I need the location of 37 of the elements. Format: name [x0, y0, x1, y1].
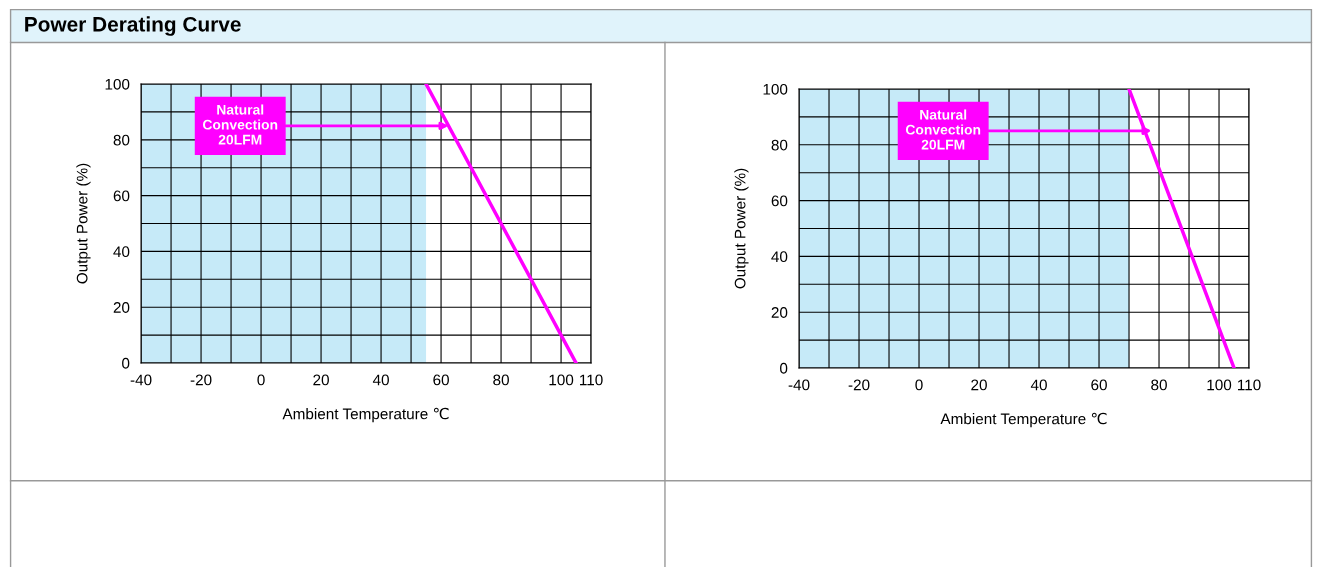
x-tick-label: -20 [190, 374, 212, 386]
y-tick-label: 0 [780, 362, 788, 374]
y-tick-label: 0 [122, 357, 130, 369]
x-tick-label: 60 [433, 374, 449, 386]
y-axis-title: Output Power (%) [734, 168, 749, 289]
annotation: Natural Convection 20LFM [202, 104, 278, 145]
annotation: Natural Convection 20LFM [905, 109, 981, 150]
x-tick-label: 60 [1091, 379, 1107, 391]
x-tick-label: 100 [549, 374, 574, 386]
y-tick-label: 20 [113, 302, 130, 313]
y-axis-title: Output Power (%) [76, 163, 91, 284]
x-tick-label: -40 [788, 379, 810, 391]
x-tick-label: 20 [971, 379, 987, 391]
y-tick-label: 60 [113, 190, 130, 202]
y-tick-label: 60 [771, 195, 788, 207]
y-tick-label: 20 [771, 307, 788, 318]
y-tick-label: 100 [763, 83, 788, 95]
x-tick-label: 80 [493, 374, 509, 386]
x-tick-label: -40 [130, 374, 152, 386]
x-tick-label: 40 [1030, 379, 1047, 391]
x-tick-label: 110 [580, 374, 603, 386]
x-tick-label: 0 [257, 374, 265, 386]
x-tick-label: 100 [1207, 379, 1232, 391]
x-axis-title: Ambient Temperature ℃ [282, 407, 449, 423]
y-tick-label: 80 [771, 139, 788, 151]
y-tick-label: 100 [105, 78, 130, 90]
x-tick-label: 110 [1238, 379, 1261, 391]
y-tick-label: 40 [113, 246, 130, 258]
y-tick-label: 80 [113, 134, 130, 146]
x-tick-label: 80 [1151, 379, 1167, 391]
x-tick-label: 20 [313, 374, 329, 386]
x-axis-title: Ambient Temperature ℃ [940, 412, 1107, 428]
x-tick-label: -20 [848, 379, 870, 391]
x-tick-label: 40 [372, 374, 389, 386]
y-tick-label: 40 [771, 251, 788, 263]
chart-title: Power Derating Curve [25, 16, 241, 36]
x-tick-label: 0 [915, 379, 923, 391]
